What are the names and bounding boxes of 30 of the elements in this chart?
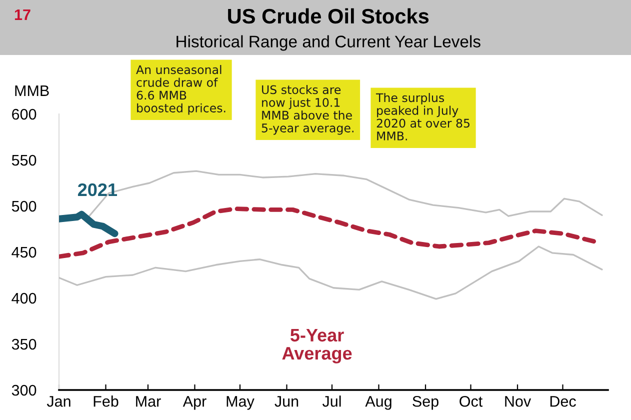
y-tick-label: 600	[12, 108, 36, 120]
chart-subtitle: Historical Range and Current Year Levels	[176, 35, 480, 51]
y-tick-label: 550	[12, 154, 36, 166]
text: 17	[14, 9, 30, 20]
text: 5-Year Average	[282, 328, 352, 364]
y-tick-label: 350	[12, 338, 36, 350]
x-tick-label: Dec	[550, 396, 576, 407]
line-series	[59, 246, 603, 300]
x-tick-label: May	[226, 396, 254, 410]
y-tick-label: 450	[12, 246, 36, 258]
annotation: US stocks are now just 10.1 MMB above the 5-year average.	[262, 85, 354, 135]
x-tick-label: Sep	[412, 396, 438, 410]
x-tick-label: Nov	[505, 396, 532, 407]
x-tick-label: Aug	[365, 396, 392, 410]
series-label: 2021	[78, 183, 118, 196]
x-tick-label: Mar	[136, 396, 161, 407]
y-tick-label: 500	[12, 200, 36, 212]
x-tick-label: Apr	[182, 396, 206, 410]
x-tick-label: Oct	[460, 396, 483, 407]
x-tick-label: Jul	[322, 396, 341, 407]
y-tick-label: 400	[12, 292, 36, 304]
x-tick-label: Jan	[46, 396, 70, 407]
annotation: The surplus peaked in July 2020 at over 85 MMB.	[376, 93, 470, 140]
x-tick-label: Feb	[94, 396, 118, 407]
y-axis-title: MMB	[15, 85, 49, 96]
x-tick-label: Jun	[274, 396, 298, 407]
line-series	[59, 206, 598, 259]
chart-title: US Crude Oil Stocks	[228, 8, 429, 24]
y-tick-label: 300	[12, 384, 36, 396]
annotation: An unseasonal crude draw of 6.6 MMB boosted prices.	[136, 65, 226, 115]
